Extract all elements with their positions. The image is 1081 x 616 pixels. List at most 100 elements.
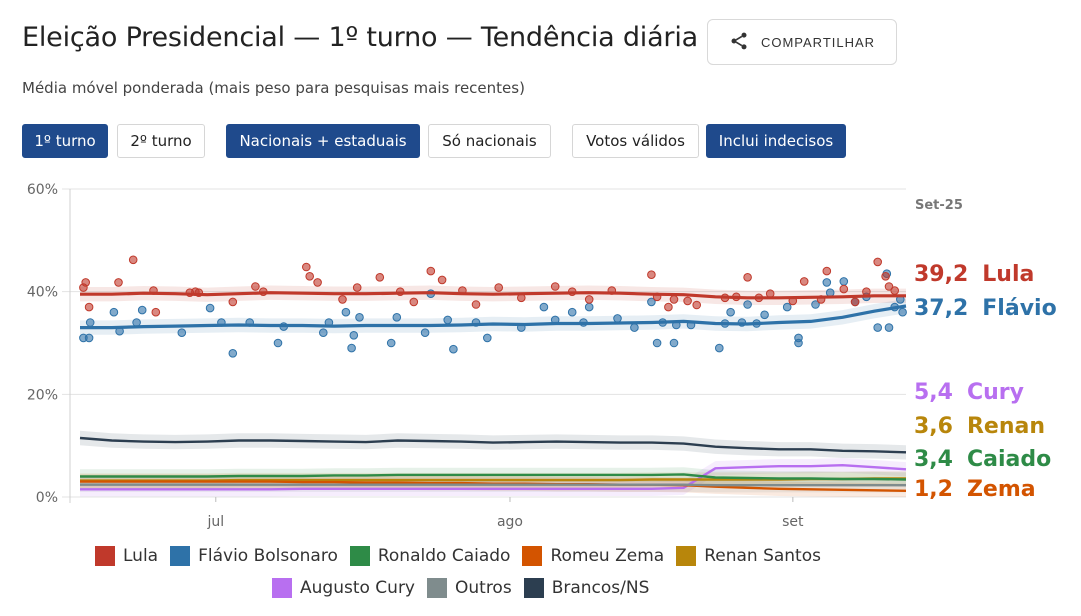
poll-point-lula (664, 302, 673, 312)
poll-point-flavio (630, 323, 639, 332)
legend-item-caiado[interactable]: Ronaldo Caiado (349, 546, 511, 566)
poll-point-flavio (794, 338, 803, 348)
poll-point-lula (313, 278, 322, 287)
poll-point-flavio (715, 343, 724, 353)
poll-point-lula (128, 255, 138, 265)
poll-point-lula (251, 282, 260, 291)
poll-point-flavio (449, 344, 458, 354)
legend-item-cury[interactable]: Augusto Cury (272, 578, 415, 598)
poll-point-flavio (177, 328, 187, 337)
trend-chart: 0% 20% 40% 60% jul ago set Set-25 39,2 Lula 37,2 Fl… (27, 182, 1057, 530)
series-line-lula (80, 291, 906, 300)
poll-point-lula (890, 286, 900, 295)
legend-swatch (170, 546, 191, 566)
band-cury (80, 458, 906, 497)
poll-point-flavio (567, 307, 577, 317)
legend-item-flavio[interactable]: Flávio Bolsonaro (170, 546, 338, 566)
legend-item-lula[interactable]: Lula (95, 546, 158, 566)
y-tick-label: 60% (27, 182, 58, 198)
poll-point-lula (669, 295, 679, 304)
poll-point-lula (683, 296, 692, 306)
poll-point-flavio (319, 328, 328, 337)
poll-point-flavio (386, 338, 396, 348)
include-undecided-button[interactable]: Inclui indecisos (706, 124, 846, 158)
x-tick-label: set (782, 514, 804, 530)
end-label-lula: 39,2 Lula (914, 262, 1034, 287)
share-button[interactable]: COMPARTILHAR (707, 19, 897, 65)
round-2-button[interactable]: 2º turno (117, 124, 205, 158)
poll-point-flavio (347, 343, 356, 353)
y-tick-label: 20% (27, 387, 58, 403)
share-icon (729, 31, 749, 54)
poll-point-lula (647, 270, 656, 279)
poll-point-lula (862, 287, 871, 296)
poll-point-flavio (669, 338, 679, 348)
poll-point-flavio (613, 314, 622, 323)
poll-point-lula (352, 283, 362, 292)
poll-point-lula (409, 297, 419, 307)
poll-point-lula (338, 295, 347, 304)
legend-label: Renan Santos (704, 546, 821, 566)
poll-point-lula (426, 266, 436, 276)
legend-item-renan[interactable]: Renan Santos (676, 546, 821, 566)
y-tick-label: 40% (27, 285, 58, 301)
poll-point-flavio (137, 305, 147, 315)
poll-point-flavio (483, 333, 492, 343)
poll-point-flavio (85, 318, 95, 327)
valid-votes-button[interactable]: Votos válidos (572, 124, 699, 158)
legend-label: Ronaldo Caiado (377, 546, 511, 566)
poll-point-lula (151, 307, 161, 317)
poll-point-flavio (743, 300, 752, 309)
poll-point-flavio (647, 297, 656, 307)
legend-label: Lula (123, 546, 159, 566)
legend-label: Brancos/NS (551, 578, 650, 598)
poll-point-lula (302, 262, 311, 272)
series-line-caiado (80, 473, 907, 481)
legend-label: Flávio Bolsonaro (198, 546, 338, 566)
poll-point-flavio (341, 307, 351, 317)
poll-point-flavio (420, 328, 430, 337)
legend-item-zema[interactable]: Romeu Zema (522, 546, 664, 566)
poll-point-flavio (539, 302, 549, 312)
poll-point-flavio (349, 331, 359, 340)
series-line-outros (80, 483, 906, 487)
poll-point-lula (84, 302, 94, 312)
poll-point-flavio (205, 303, 215, 313)
poll-point-flavio (228, 349, 238, 358)
round-1-button[interactable]: 1º turno (22, 124, 108, 158)
end-label-caiado: 3,4 Caiado (914, 447, 1051, 472)
poll-point-flavio (355, 313, 364, 322)
legend-label: Augusto Cury (300, 578, 415, 598)
poll-point-lula (799, 277, 809, 286)
legend-item-outros[interactable]: Outros (427, 578, 512, 598)
scope-national-button[interactable]: Só nacionais (428, 124, 551, 158)
poll-point-flavio (443, 315, 453, 325)
poll-point-lula (494, 283, 504, 292)
end-label-renan: 3,6 Renan (914, 414, 1045, 439)
poll-point-lula (743, 273, 752, 282)
poll-point-lula (81, 278, 90, 287)
legend-item-brancos[interactable]: Brancos/NS (523, 578, 650, 598)
poll-point-lula (305, 272, 315, 281)
x-tick-label: jul (206, 514, 224, 530)
legend-swatch (349, 546, 370, 566)
poll-point-lula (584, 295, 594, 304)
poll-point-flavio (109, 307, 119, 317)
poll-point-lula (375, 273, 385, 282)
poll-point-lula (839, 284, 849, 294)
y-tick-label: 0% (36, 490, 58, 506)
series-line-cury (80, 464, 907, 491)
date-label: Set-25 (915, 198, 963, 213)
poll-point-lula (873, 257, 883, 267)
legend-swatch (272, 578, 292, 598)
poll-point-flavio (822, 278, 832, 287)
poll-point-lula (884, 282, 894, 291)
poll-point-lula (550, 282, 560, 291)
legend-label: Romeu Zema (550, 546, 665, 566)
legend-swatch (676, 546, 697, 566)
poll-point-flavio (652, 338, 662, 348)
legend-swatch (523, 578, 544, 598)
scope-all-button[interactable]: Nacionais + estaduais (226, 124, 420, 158)
series-line-flavio (80, 304, 907, 330)
poll-point-lula (437, 275, 447, 285)
